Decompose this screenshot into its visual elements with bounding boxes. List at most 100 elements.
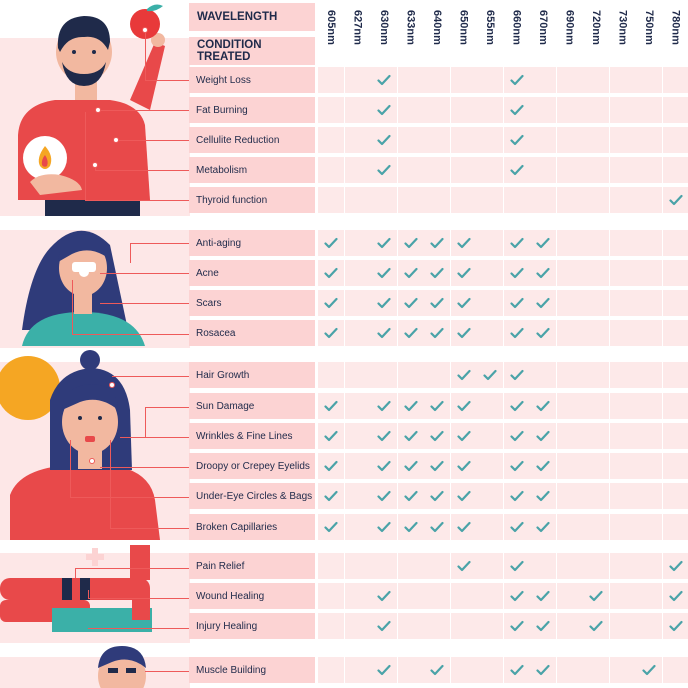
leader-line — [112, 376, 189, 377]
check-icon — [510, 521, 524, 533]
table-cell — [451, 613, 477, 639]
table-cell — [636, 157, 662, 183]
table-cell — [636, 260, 662, 286]
table-cell — [318, 290, 344, 316]
condition-label: Droopy or Crepey Eyelids — [189, 453, 315, 479]
table-cell — [530, 187, 556, 213]
table-cell — [371, 423, 397, 449]
leader-line — [85, 200, 189, 201]
wavelength-label: 720nm — [590, 10, 602, 45]
check-icon — [324, 237, 338, 249]
table-cell — [504, 320, 530, 346]
check-icon — [404, 297, 418, 309]
check-icon — [510, 590, 524, 602]
table-cell — [451, 97, 477, 123]
check-icon — [536, 460, 550, 472]
table-cell — [398, 553, 424, 579]
table-cell — [371, 362, 397, 388]
check-icon — [324, 460, 338, 472]
condition-label: Metabolism — [189, 157, 315, 183]
infographic: WAVELENGTH CONDITION TREATED 605nm 627nm 6… — [0, 0, 688, 688]
check-icon — [510, 74, 524, 86]
table-cell — [398, 97, 424, 123]
check-icon — [377, 590, 391, 602]
check-icon — [536, 664, 550, 676]
table-cell — [371, 583, 397, 609]
leader-line — [85, 112, 86, 200]
table-cell — [371, 127, 397, 153]
table-cell — [345, 514, 371, 540]
wavelength-column-630nm: 630nm — [371, 0, 397, 62]
table-cell — [477, 320, 503, 346]
table-cell — [663, 453, 688, 479]
check-icon — [430, 460, 444, 472]
check-icon — [669, 620, 683, 632]
table-cell — [371, 553, 397, 579]
table-cell — [530, 393, 556, 419]
wavelength-label: 605nm — [325, 10, 337, 45]
check-icon — [510, 104, 524, 116]
table-cell — [663, 583, 688, 609]
check-icon — [377, 297, 391, 309]
table-cell — [636, 187, 662, 213]
check-icon — [377, 620, 391, 632]
leader-line — [110, 528, 189, 529]
table-cell — [424, 393, 450, 419]
table-cell — [477, 127, 503, 153]
table-cell — [610, 260, 636, 286]
check-icon — [430, 430, 444, 442]
table-cell — [477, 483, 503, 509]
check-icon — [536, 490, 550, 502]
leader-dot — [95, 107, 101, 113]
check-icon — [510, 369, 524, 381]
table-cell — [318, 613, 344, 639]
leader-dot — [92, 162, 98, 168]
table-cell — [424, 657, 450, 683]
table-cell — [610, 97, 636, 123]
table-cell — [318, 127, 344, 153]
table-cell — [530, 260, 556, 286]
table-cell — [477, 583, 503, 609]
table-cell — [451, 514, 477, 540]
wavelength-column-670nm: 670nm — [530, 0, 556, 62]
table-cell — [610, 393, 636, 419]
condition-label: Anti-aging — [189, 230, 315, 256]
leader-dot — [142, 27, 148, 33]
table-cell — [583, 393, 609, 419]
condition-label: Wound Healing — [189, 583, 315, 609]
table-cell — [424, 320, 450, 346]
leader-line — [72, 280, 73, 334]
table-cell — [557, 67, 583, 93]
table-cell — [636, 453, 662, 479]
table-cell — [398, 230, 424, 256]
wavelength-label: 650nm — [458, 10, 470, 45]
table-cell — [530, 362, 556, 388]
table-cell — [504, 230, 530, 256]
table-cell — [583, 260, 609, 286]
table-cell — [318, 393, 344, 419]
wavelength-label: 780nm — [670, 10, 682, 45]
table-cell — [583, 187, 609, 213]
check-icon — [324, 327, 338, 339]
table-cell — [398, 613, 424, 639]
check-icon — [457, 237, 471, 249]
woman-bun-illustration — [0, 350, 160, 540]
table-cell — [663, 393, 688, 419]
condition-label: Sun Damage — [189, 393, 315, 419]
table-cell — [318, 583, 344, 609]
condition-label: Fat Burning — [189, 97, 315, 123]
table-cell — [424, 362, 450, 388]
table-cell — [663, 187, 688, 213]
table-cell — [663, 157, 688, 183]
table-cell — [371, 157, 397, 183]
table-cell — [583, 127, 609, 153]
table-cell — [451, 290, 477, 316]
table-cell — [477, 67, 503, 93]
check-icon — [404, 460, 418, 472]
check-icon — [404, 521, 418, 533]
table-cell — [610, 290, 636, 316]
table-cell — [636, 423, 662, 449]
condition-label: Cellulite Reduction — [189, 127, 315, 153]
table-cell — [345, 423, 371, 449]
table-cell — [345, 97, 371, 123]
